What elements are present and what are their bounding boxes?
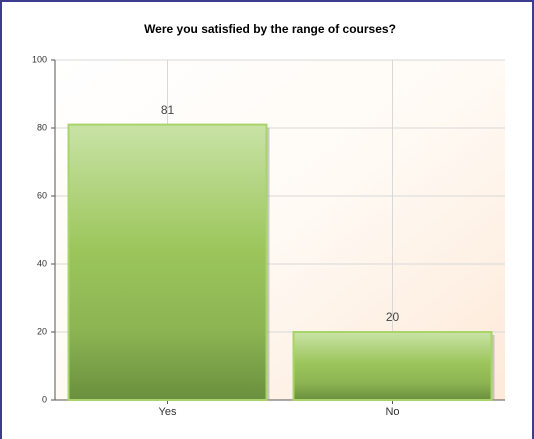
x-tick-label: No: [385, 406, 399, 418]
y-tick-label: 0: [42, 394, 47, 404]
y-tick-label: 80: [37, 122, 47, 132]
y-tick-label: 40: [37, 258, 47, 268]
bar: [292, 331, 493, 401]
data-label: 20: [386, 310, 400, 324]
y-tick-label: 60: [37, 190, 47, 200]
chart-title: Were you satisfied by the range of cours…: [144, 22, 396, 36]
x-tick-label: Yes: [159, 406, 177, 418]
y-tick-label: 20: [37, 326, 47, 336]
y-tick-label: 100: [32, 54, 47, 64]
bar: [67, 123, 268, 401]
data-label: 81: [161, 103, 175, 117]
